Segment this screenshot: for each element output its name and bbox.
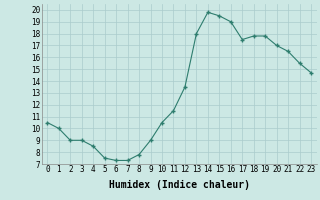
X-axis label: Humidex (Indice chaleur): Humidex (Indice chaleur) xyxy=(109,180,250,190)
